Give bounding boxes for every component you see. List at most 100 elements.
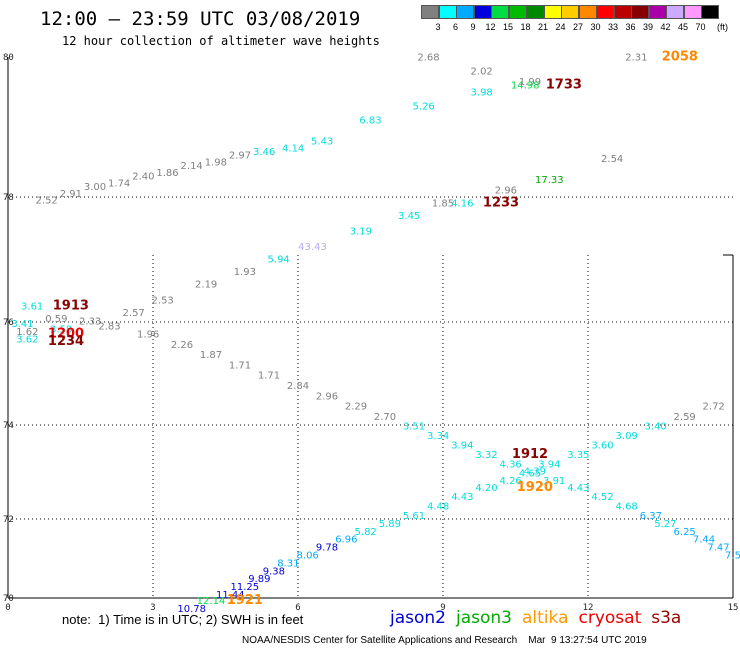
satellite-jason3: jason3 (456, 608, 512, 628)
wave-height-label: 5.26 (413, 102, 435, 113)
x-tick-label: 3 (150, 603, 155, 613)
wave-height-label: 3.45 (398, 211, 420, 222)
footer-note: note: 1) Time is in UTC; 2) SWH is in fe… (62, 612, 304, 627)
wave-height-label: 12.14 (197, 596, 226, 607)
wave-height-label: 2.31 (625, 53, 647, 64)
wave-height-label: 3.94 (451, 441, 473, 452)
wave-height-label: 2.29 (345, 402, 367, 413)
wave-height-label: 8.31 (277, 558, 299, 569)
scale-label: 30 (590, 22, 601, 32)
scale-label: 3 (435, 22, 441, 32)
wave-height-label: 2.70 (374, 412, 396, 423)
wave-height-label: 2.33 (79, 317, 101, 328)
x-tick-label: 15 (728, 603, 739, 613)
scale-label: 42 (660, 22, 671, 32)
wave-height-label: 3.91 (543, 476, 565, 487)
wave-height-label: 3.34 (427, 431, 449, 442)
wave-height-label: 14.98 (511, 81, 540, 92)
y-tick-label: 80 (3, 53, 14, 63)
wave-height-label: 7.5 (725, 551, 740, 562)
wave-height-label: 2.53 (152, 295, 174, 306)
wave-height-label: 3.62 (16, 335, 38, 346)
scale-label: 70 (695, 22, 706, 32)
wave-height-label: 9.89 (248, 574, 270, 585)
pass-time-label: 1733 (546, 78, 582, 93)
wave-height-label: 3.98 (471, 88, 493, 99)
satellite-jason2: jason2 (390, 608, 446, 628)
wave-height-label: 4.43 (451, 492, 473, 503)
wave-height-label: 11.44 (216, 590, 245, 601)
wave-height-label: 6.96 (335, 535, 357, 546)
wave-height-label: 2.02 (471, 67, 493, 78)
x-tick-label: 0 (5, 603, 10, 613)
wave-height-label: 4.43 (567, 483, 589, 494)
scale-label: 45 (677, 22, 688, 32)
wave-height-label: 2.96 (495, 186, 517, 197)
wave-height-label: 7.47 (707, 543, 729, 554)
wave-height-label: 2.96 (316, 391, 338, 402)
wave-height-label: 4.52 (591, 492, 613, 503)
wave-height-label: 3.94 (538, 459, 560, 470)
x-tick-label: 6 (295, 603, 300, 613)
pass-time-label: 1921 (227, 593, 263, 608)
scale-label: 6 (452, 22, 458, 32)
wave-height-label: 2.59 (674, 412, 696, 423)
wave-height-label: 0.59 (45, 314, 67, 325)
wave-height-label: 7.44 (693, 535, 715, 546)
wave-height-label: 1.62 (16, 327, 38, 338)
wave-height-label: 3.58 (50, 324, 72, 335)
wave-height-label: 1.71 (229, 360, 251, 371)
wave-height-label: 3.51 (403, 422, 425, 433)
wave-height-label: 6.25 (674, 527, 696, 538)
wave-height-label: 1.87 (200, 350, 222, 361)
wave-height-label: 2.54 (601, 154, 623, 165)
wave-height-label: 5.43 (311, 137, 333, 148)
pass-time-label: 2058 (662, 50, 698, 65)
pass-time-label: 1920 (517, 480, 553, 495)
wave-height-label: 4.65 (519, 469, 541, 480)
scale-label: 36 (625, 22, 636, 32)
wave-height-label: 2.26 (171, 340, 193, 351)
wave-height-label: 43.43 (298, 242, 327, 253)
wave-height-label: 3.00 (84, 182, 106, 193)
wave-height-label: 1.71 (258, 371, 280, 382)
pass-time-label: 1912 (512, 447, 548, 462)
wave-height-label: 3.61 (21, 302, 43, 313)
satellite-legend: jason2 jason3 altika cryosat s3a (390, 608, 691, 628)
wave-height-label: 2.91 (60, 189, 82, 200)
wave-height-label: 4.20 (475, 483, 497, 494)
wave-height-label: 1.93 (234, 267, 256, 278)
wave-height-label: 4.39 (524, 466, 546, 477)
wave-height-label: 2.14 (181, 161, 203, 172)
wave-height-label: 3.46 (253, 147, 275, 158)
chart-title: 12:00 — 23:59 UTC 03/08/2019 (40, 8, 361, 30)
wave-height-label: 17.33 (535, 175, 564, 186)
wave-height-label: 1.98 (205, 158, 227, 169)
wave-height-label: 1.86 (156, 168, 178, 179)
scale-label: 33 (607, 22, 618, 32)
wave-height-label: 3.40 (645, 422, 667, 433)
wave-height-label: 2.84 (287, 381, 309, 392)
satellite-altika: altika (522, 608, 569, 628)
chart-subtitle: 12 hour collection of altimeter wave hei… (62, 34, 380, 48)
wave-height-label: 8.06 (297, 551, 319, 562)
scale-label: 21 (537, 22, 548, 32)
scale-swatch (701, 5, 719, 19)
wave-height-label: 6.37 (640, 511, 662, 522)
wave-height-label: 5.61 (403, 511, 425, 522)
wave-height-label: 1.85 (432, 198, 454, 209)
wave-height-label: 5.27 (654, 519, 676, 530)
wave-height-label: 2.83 (98, 322, 120, 333)
scale-label: 12 (485, 22, 496, 32)
scale-label: 27 (572, 22, 583, 32)
wave-height-label: 2.40 (132, 172, 154, 183)
credit-line: NOAA/NESDIS Center for Satellite Applica… (242, 635, 647, 646)
wave-height-label: 6.83 (359, 116, 381, 127)
wave-height-label: 1.74 (108, 179, 130, 190)
wave-height-label: 10.78 (177, 604, 206, 615)
wave-height-label: 3.60 (591, 441, 613, 452)
wave-height-label: 2.52 (36, 195, 58, 206)
x-tick-label: 12 (583, 603, 594, 613)
scale-label: 15 (502, 22, 513, 32)
